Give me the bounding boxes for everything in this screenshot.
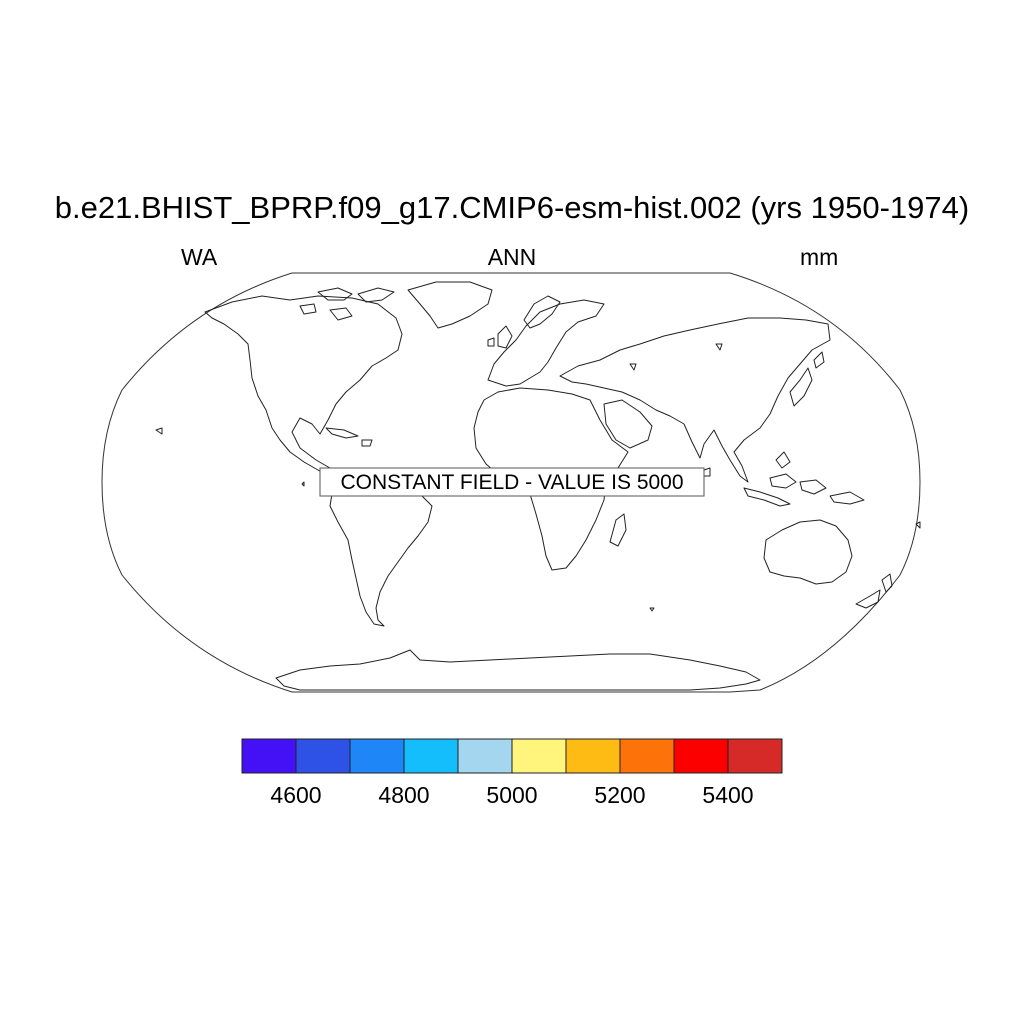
units-label: mm xyxy=(800,244,839,270)
colorbar-tick-label: 5000 xyxy=(486,782,538,808)
notice-box xyxy=(319,467,705,497)
coastline-north-america xyxy=(204,295,403,479)
coastline-europe xyxy=(487,299,605,387)
coastline-asia xyxy=(559,317,831,483)
coastline-australia xyxy=(763,519,853,585)
coastline-small-islands xyxy=(155,343,921,612)
coastline-arctic-islands xyxy=(299,287,395,321)
colorbar-swatch xyxy=(349,738,405,774)
notice-text: CONSTANT FIELD - VALUE IS 5000 xyxy=(340,471,683,494)
colorbar-tick-label: 5400 xyxy=(702,782,754,808)
plot-title: b.e21.BHIST_BPRP.f09_g17.CMIP6-esm-hist.… xyxy=(54,190,970,225)
coastline-madagascar xyxy=(609,513,627,547)
colorbar-tick-label: 4600 xyxy=(270,782,322,808)
coastline-indonesia xyxy=(743,451,865,507)
colorbar xyxy=(241,738,783,774)
coastline-british-isles xyxy=(487,325,513,349)
coastline-antarctica xyxy=(275,649,761,691)
colorbar-tick-label: 5200 xyxy=(594,782,646,808)
season-label: ANN xyxy=(487,244,537,270)
colorbar-tick-label: 4800 xyxy=(378,782,430,808)
colorbar-swatch xyxy=(241,738,297,774)
coastline-scandinavia xyxy=(523,295,561,329)
variable-label: WA xyxy=(181,244,218,270)
colorbar-swatch xyxy=(295,738,351,774)
coastline-sri-lanka xyxy=(703,467,711,477)
coastline-greenland xyxy=(407,281,493,329)
coastline-arabia xyxy=(603,399,653,449)
coastline-caribbean xyxy=(325,427,373,447)
coastlines xyxy=(155,281,921,691)
colorbar-swatch xyxy=(565,738,621,774)
coastline-japan xyxy=(789,351,825,407)
coastline-new-zealand xyxy=(855,573,893,609)
map-frame xyxy=(101,272,921,693)
colorbar-swatch xyxy=(727,738,783,774)
colorbar-swatch xyxy=(619,738,675,774)
colorbar-swatch xyxy=(457,738,513,774)
colorbar-swatch xyxy=(673,738,729,774)
colorbar-swatch xyxy=(403,738,459,774)
colorbar-swatch xyxy=(511,738,567,774)
